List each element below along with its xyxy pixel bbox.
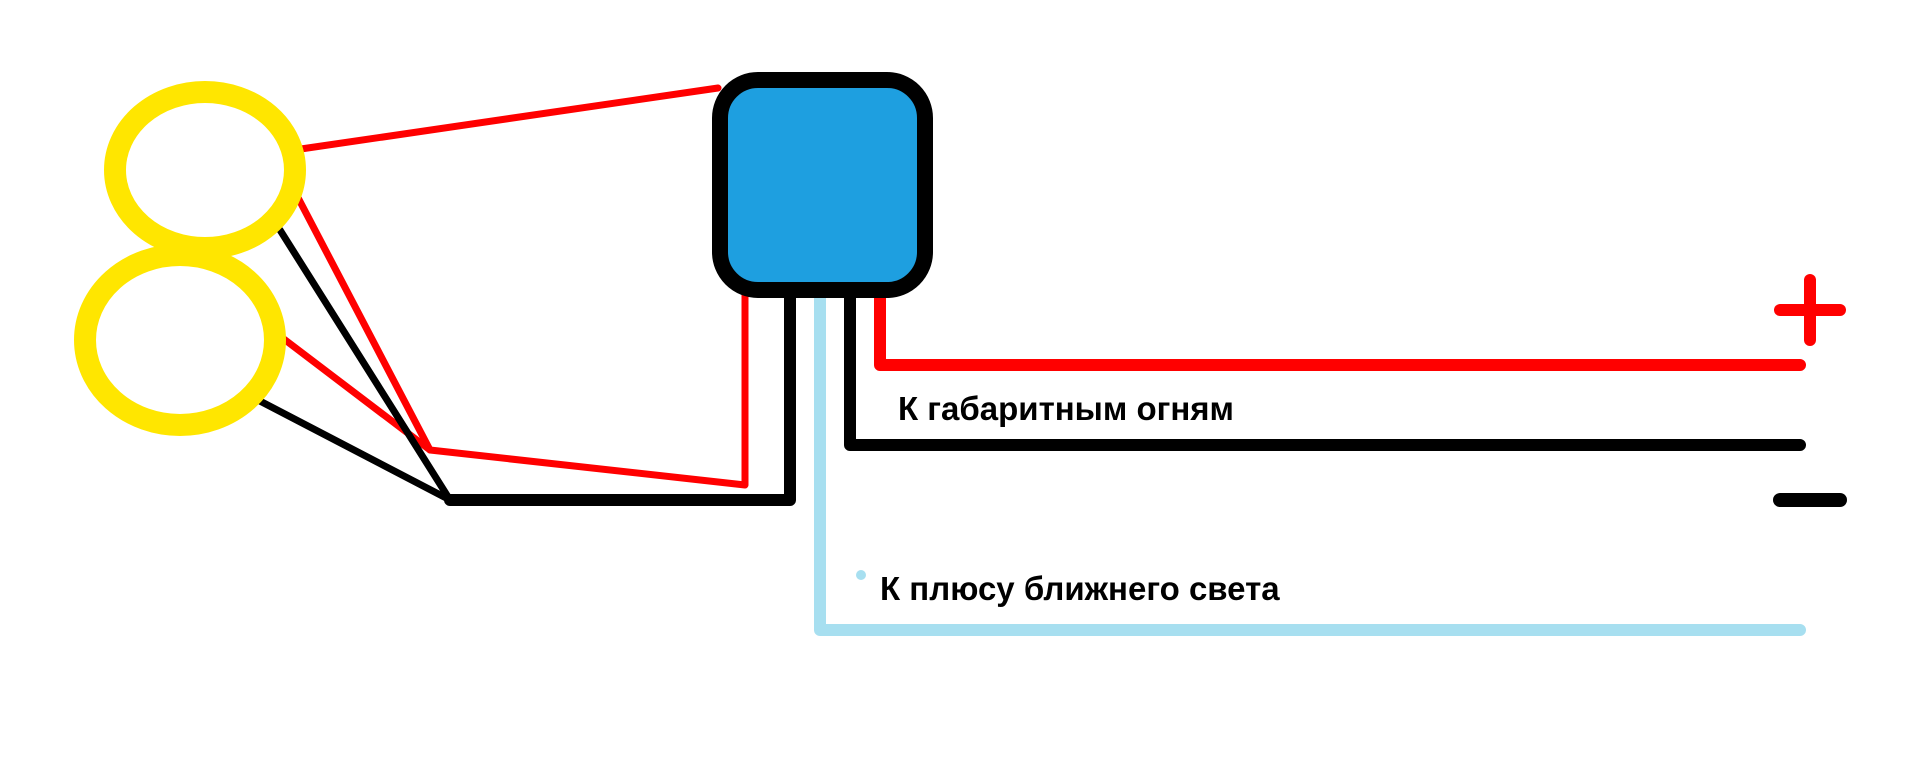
wire-module-red-out [880, 290, 1800, 365]
wire-junction-red-to-module [430, 290, 745, 485]
controller-module [720, 80, 925, 290]
cyan-dot [856, 570, 866, 580]
lamp-ring-2 [85, 255, 275, 425]
wire-ring1-red-to-module-top [294, 88, 718, 150]
label-parking-lights: К габаритным огням [898, 390, 1234, 428]
lamp-ring-1 [115, 92, 295, 248]
wire-ring1-red-to-junction [294, 190, 430, 450]
label-low-beam-plus: К плюсу ближнего света [880, 570, 1280, 608]
